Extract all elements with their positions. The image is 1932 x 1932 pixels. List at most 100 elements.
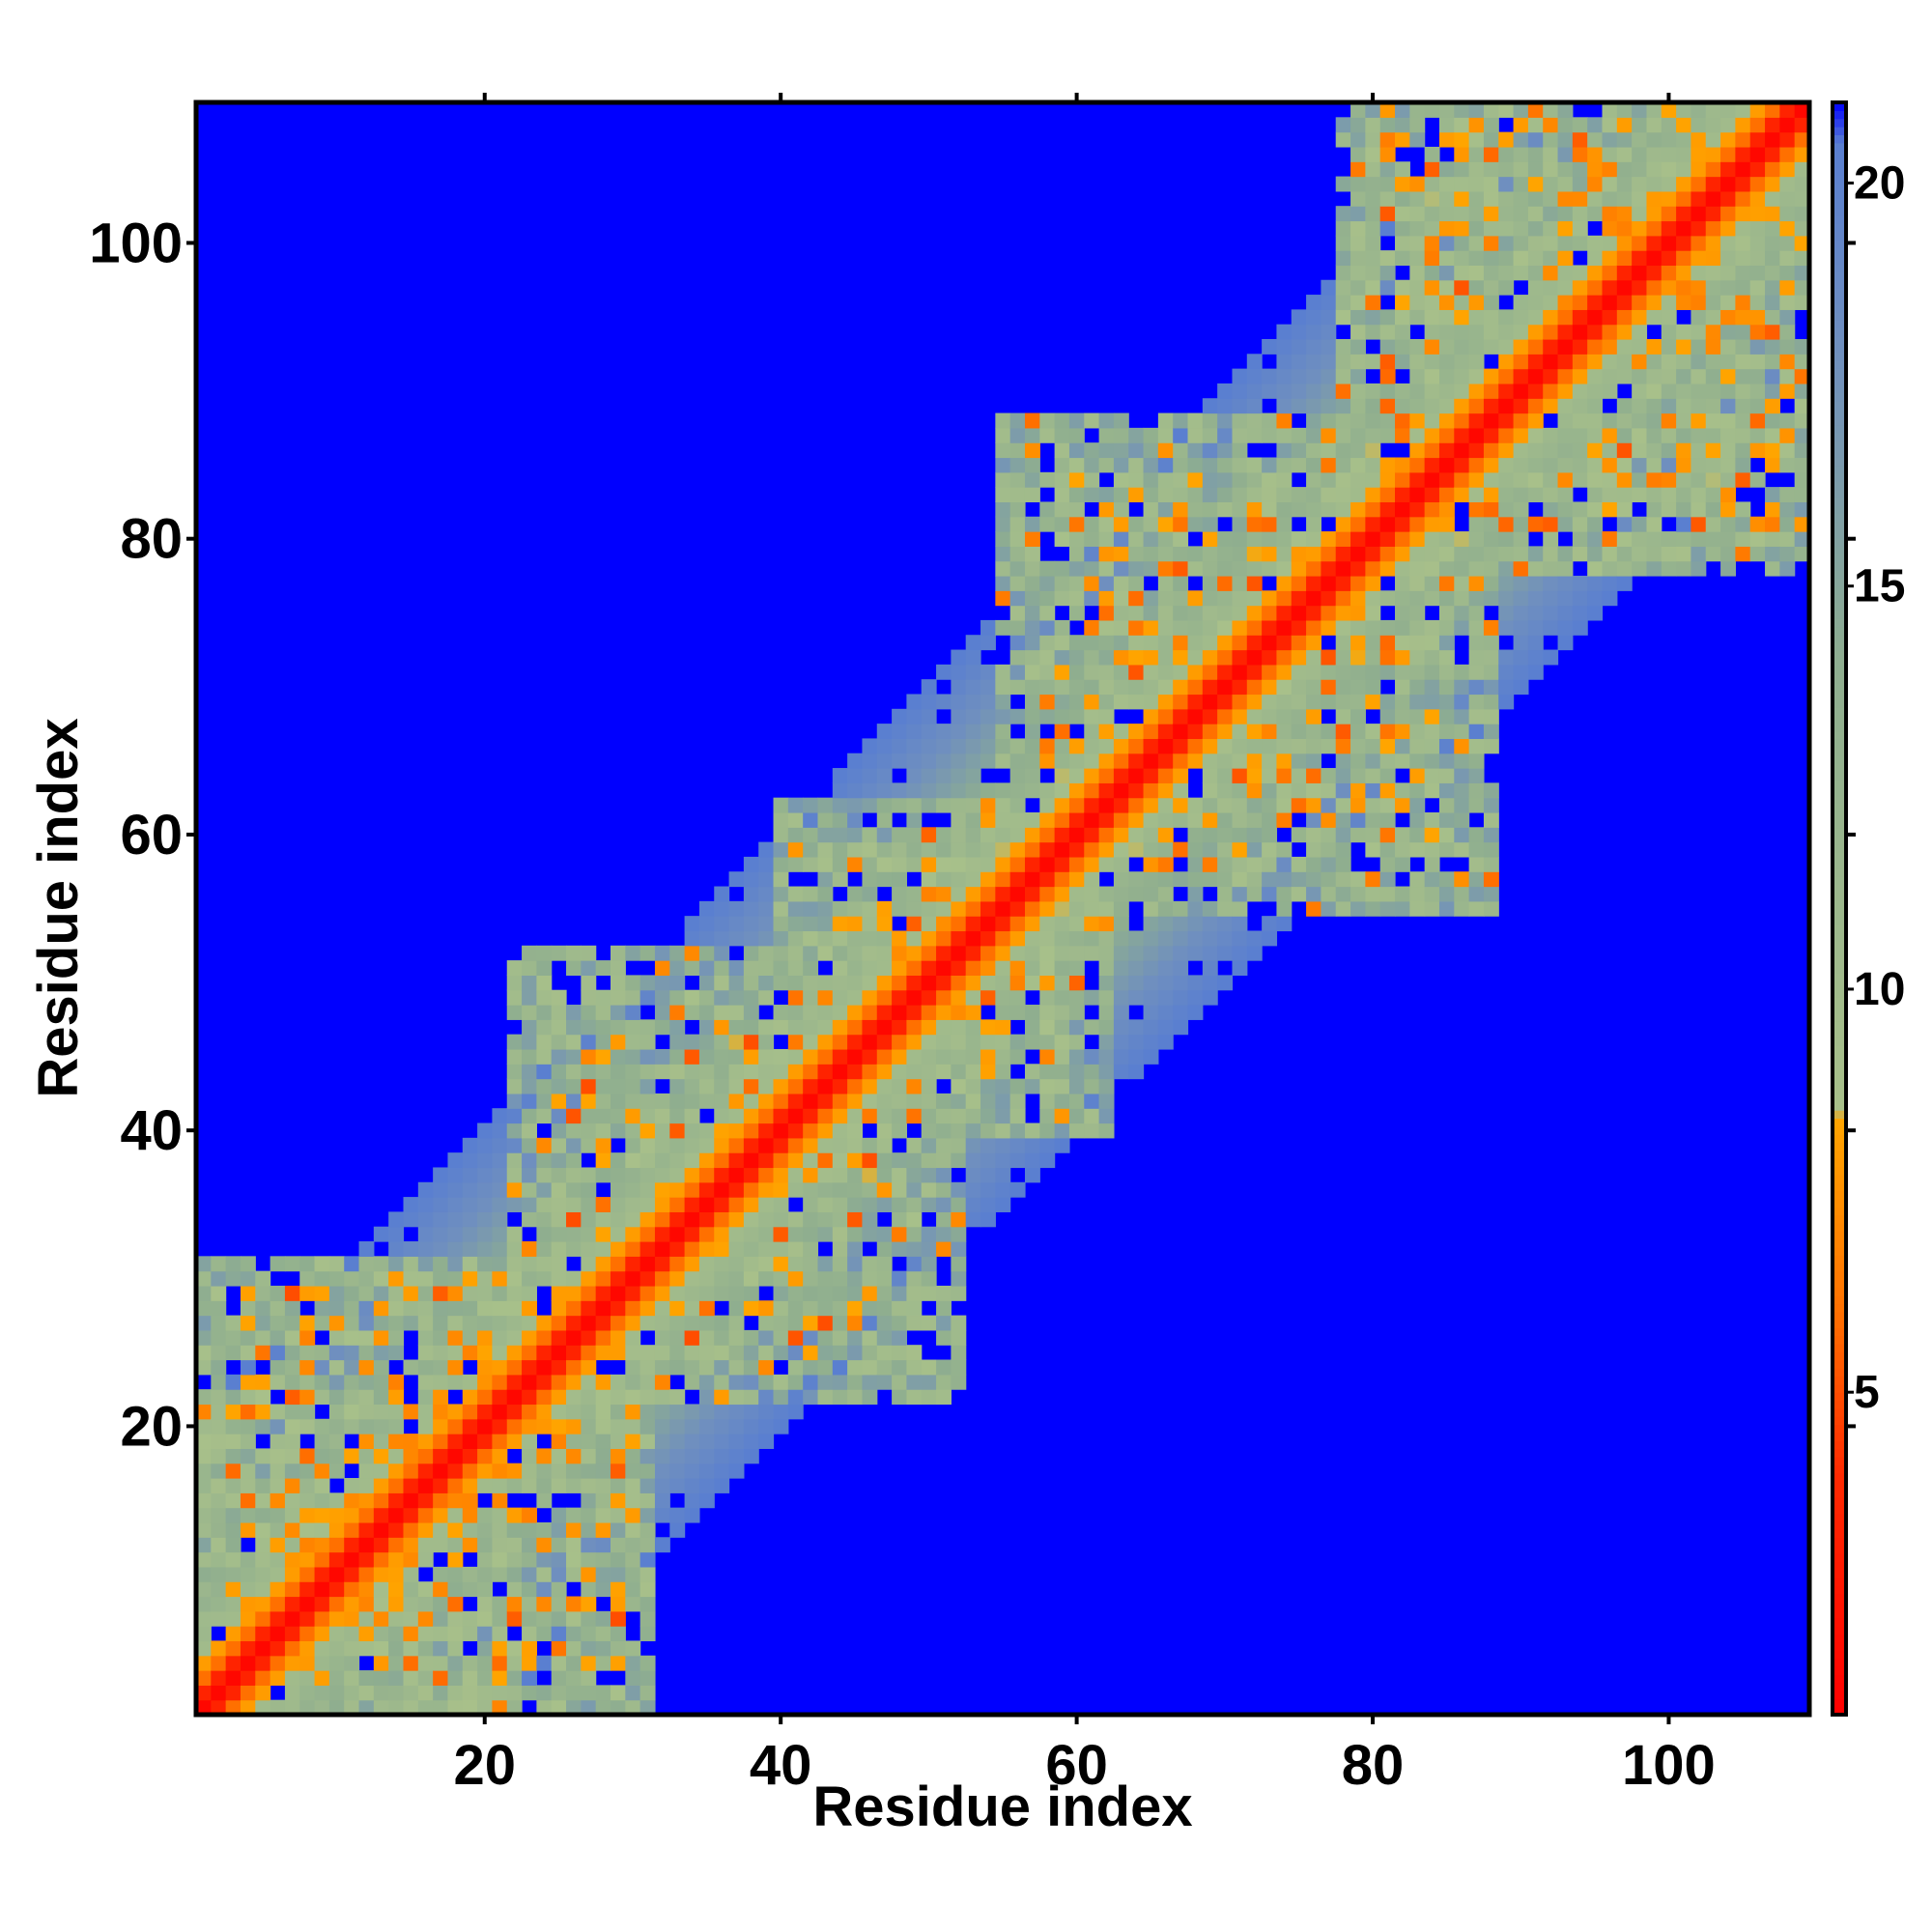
heatmap-cell bbox=[1794, 250, 1810, 267]
heatmap-cell bbox=[211, 1566, 227, 1582]
heatmap-cell bbox=[566, 1685, 582, 1701]
heatmap-cell bbox=[1217, 930, 1234, 947]
heatmap-cell bbox=[1365, 753, 1381, 769]
heatmap-cell bbox=[1749, 265, 1766, 281]
heatmap-cell bbox=[610, 1626, 626, 1642]
heatmap-cell bbox=[196, 1270, 212, 1287]
heatmap-cell bbox=[358, 1434, 375, 1449]
heatmap-cell bbox=[581, 1345, 597, 1361]
heatmap-cell bbox=[506, 1596, 523, 1612]
heatmap-cell bbox=[225, 1345, 242, 1361]
heatmap-cell bbox=[1054, 841, 1070, 858]
heatmap-cell bbox=[1113, 575, 1129, 591]
heatmap-cell bbox=[1765, 220, 1780, 237]
heatmap-cell bbox=[433, 1581, 449, 1598]
heatmap-cell bbox=[581, 1093, 597, 1109]
heatmap-cell bbox=[758, 900, 775, 917]
heatmap-cell bbox=[522, 1478, 537, 1493]
heatmap-cell bbox=[758, 1256, 775, 1272]
heatmap-cell bbox=[1350, 338, 1366, 355]
heatmap-cell bbox=[995, 1034, 1011, 1050]
heatmap-cell bbox=[1587, 427, 1604, 443]
heatmap-cell bbox=[1039, 501, 1056, 518]
heatmap-cell bbox=[1735, 265, 1751, 281]
heatmap-cell bbox=[1098, 457, 1115, 473]
heatmap-cell bbox=[1246, 457, 1263, 473]
heatmap-cell bbox=[1276, 916, 1293, 932]
heatmap-cell bbox=[1557, 250, 1574, 267]
heatmap-cell bbox=[536, 1078, 553, 1094]
heatmap-cell bbox=[803, 811, 819, 828]
heatmap-cell bbox=[595, 1093, 611, 1109]
heatmap-cell bbox=[1232, 886, 1248, 902]
heatmap-cell bbox=[1024, 1064, 1040, 1080]
heatmap-cell bbox=[344, 1655, 360, 1671]
heatmap-cell bbox=[936, 871, 952, 888]
heatmap-cell bbox=[1335, 560, 1351, 577]
heatmap-cell bbox=[728, 1019, 745, 1036]
heatmap-cell bbox=[284, 1315, 300, 1331]
heatmap-cell bbox=[698, 1241, 715, 1257]
heatmap-cell bbox=[196, 1448, 212, 1464]
heatmap-cell bbox=[1068, 679, 1085, 696]
heatmap-cell bbox=[433, 1537, 449, 1553]
heatmap-cell bbox=[1068, 531, 1085, 547]
heatmap-cell bbox=[1498, 161, 1515, 178]
heatmap-cell bbox=[1024, 738, 1040, 754]
heatmap-cell bbox=[417, 1300, 434, 1317]
heatmap-cell bbox=[1187, 679, 1204, 696]
heatmap-cell bbox=[595, 1137, 611, 1153]
heatmap-cell bbox=[1483, 900, 1499, 917]
colorbar-segment bbox=[1833, 223, 1846, 233]
heatmap-cell bbox=[1527, 575, 1544, 591]
heatmap-cell bbox=[995, 619, 1011, 636]
heatmap-cell bbox=[566, 1374, 582, 1390]
heatmap-cell bbox=[1646, 501, 1662, 518]
heatmap-cell bbox=[1690, 279, 1707, 296]
heatmap-cell bbox=[506, 1034, 523, 1050]
heatmap-cell bbox=[1306, 635, 1321, 651]
colorbar-segment bbox=[1833, 231, 1846, 241]
heatmap-cell bbox=[1602, 324, 1618, 340]
heatmap-cell bbox=[536, 1418, 553, 1435]
heatmap-cell bbox=[639, 989, 656, 1006]
heatmap-cell bbox=[536, 945, 553, 961]
heatmap-cell bbox=[492, 1374, 508, 1390]
heatmap-cell bbox=[1054, 516, 1070, 532]
heatmap-cell bbox=[1157, 457, 1174, 473]
heatmap-cell bbox=[1483, 131, 1499, 148]
heatmap-cell bbox=[299, 1359, 316, 1376]
heatmap-cell bbox=[965, 1078, 981, 1094]
heatmap-cell bbox=[1202, 501, 1218, 518]
heatmap-cell bbox=[1557, 265, 1574, 281]
heatmap-cell bbox=[1306, 679, 1321, 696]
heatmap-cell bbox=[1143, 560, 1159, 577]
heatmap-cell bbox=[1527, 279, 1544, 296]
heatmap-cell bbox=[328, 1610, 345, 1627]
heatmap-cell bbox=[1468, 560, 1485, 577]
heatmap-cell bbox=[892, 708, 908, 724]
heatmap-cell bbox=[1098, 1064, 1115, 1080]
heatmap-cell bbox=[1632, 487, 1648, 503]
heatmap-cell bbox=[1395, 546, 1410, 562]
heatmap-cell bbox=[1468, 531, 1485, 547]
heatmap-cell bbox=[1749, 338, 1766, 355]
heatmap-cell bbox=[581, 1537, 597, 1553]
heatmap-cell bbox=[477, 1434, 494, 1449]
heatmap-cell bbox=[1084, 457, 1100, 473]
heatmap-cell bbox=[654, 1108, 670, 1124]
heatmap-cell bbox=[787, 916, 804, 932]
heatmap-cell bbox=[492, 1655, 508, 1671]
heatmap-cell bbox=[1513, 102, 1529, 118]
heatmap-cell bbox=[1084, 768, 1100, 783]
heatmap-cell bbox=[1720, 531, 1736, 547]
colorbar-segment bbox=[1833, 658, 1846, 668]
heatmap-cell bbox=[1527, 471, 1544, 488]
heatmap-cell bbox=[196, 1389, 212, 1406]
heatmap-cell bbox=[477, 1197, 494, 1212]
heatmap-cell bbox=[1335, 649, 1351, 666]
heatmap-cell bbox=[862, 989, 878, 1006]
heatmap-cell bbox=[566, 1167, 582, 1183]
heatmap-cell bbox=[566, 1211, 582, 1228]
heatmap-cell bbox=[1098, 1093, 1115, 1109]
